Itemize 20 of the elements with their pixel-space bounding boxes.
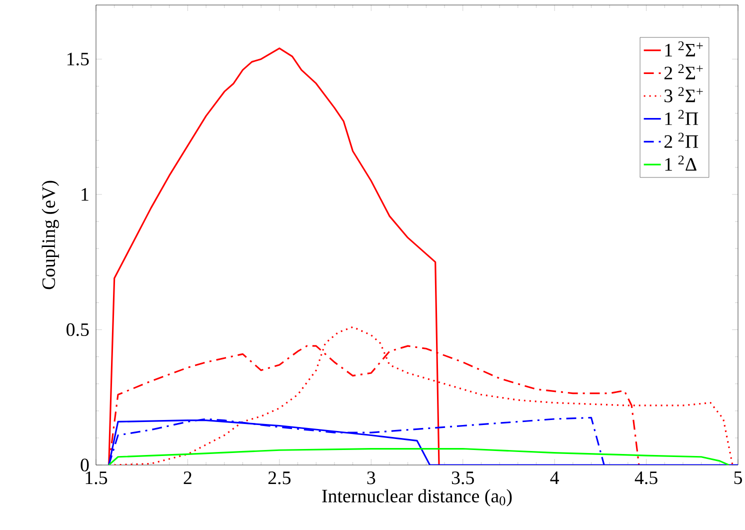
legend-label: 2 $^{2}$Π: [664, 132, 698, 148]
y-axis-title: Coupling (eV): [42, 180, 59, 290]
x-tick-label: 3: [367, 472, 376, 484]
x-axis-title: Internuclear distance (a$_{0}$): [322, 489, 512, 506]
y-tick-label: 1.5: [67, 52, 89, 66]
x-tick-label: 2.5: [268, 472, 291, 484]
legend-label: 3 $^{2}$Σ$^{+}$: [664, 87, 703, 102]
legend-label: 1 $^{2}$Σ$^{+}$: [665, 41, 703, 56]
x-tick-label: 2: [184, 472, 192, 484]
y-tick-label: 0: [80, 458, 89, 472]
y-tick-label: 1: [82, 188, 88, 201]
y-tick-label: 0.5: [66, 323, 89, 336]
x-tick-label: 5: [734, 472, 742, 484]
legend-label: 1 $^{2}$Δ: [665, 156, 696, 171]
legend-label: 1 $^{2}$Π: [665, 110, 698, 125]
x-tick-label: 4.5: [634, 472, 658, 484]
line-series: [108, 448, 730, 465]
x-tick-label: 4: [550, 472, 560, 484]
x-tick-label: 3.5: [452, 472, 474, 484]
legend-label: 2 $^{2}$Σ$^{+}$: [664, 64, 703, 80]
